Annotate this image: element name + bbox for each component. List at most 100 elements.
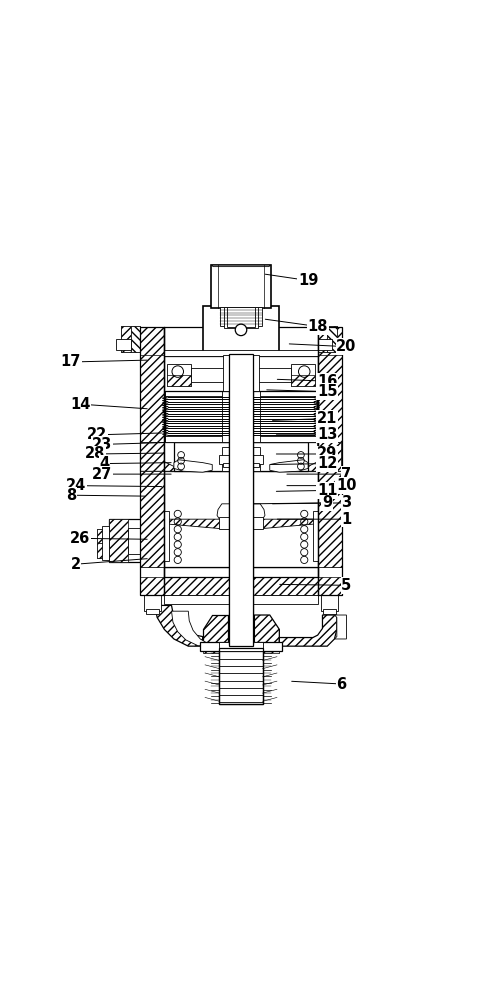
Bar bbox=[164, 327, 318, 356]
Bar bbox=[219, 455, 263, 464]
Text: 14: 14 bbox=[70, 397, 91, 412]
Bar bbox=[229, 504, 253, 528]
Bar bbox=[318, 471, 342, 567]
Bar bbox=[228, 615, 254, 646]
Text: 8: 8 bbox=[66, 488, 76, 503]
Text: 11: 11 bbox=[317, 483, 337, 498]
Text: 26: 26 bbox=[70, 531, 91, 546]
Text: 22: 22 bbox=[87, 427, 107, 442]
Polygon shape bbox=[155, 605, 202, 646]
Text: 24: 24 bbox=[66, 478, 86, 493]
Bar bbox=[291, 375, 315, 386]
Bar bbox=[318, 326, 337, 352]
Bar bbox=[164, 355, 318, 391]
Polygon shape bbox=[254, 615, 280, 646]
Bar bbox=[202, 644, 280, 653]
Text: 5: 5 bbox=[341, 578, 351, 593]
Bar bbox=[144, 595, 161, 611]
Text: 6: 6 bbox=[336, 677, 347, 692]
Bar bbox=[219, 642, 263, 651]
Bar bbox=[318, 327, 342, 595]
Text: 4: 4 bbox=[99, 456, 109, 471]
Text: 1: 1 bbox=[341, 512, 351, 527]
Text: 23: 23 bbox=[92, 437, 112, 452]
Bar bbox=[323, 609, 336, 614]
Bar bbox=[97, 529, 109, 558]
Bar bbox=[318, 339, 332, 350]
Bar bbox=[164, 595, 318, 604]
Text: 15: 15 bbox=[317, 384, 337, 399]
Bar bbox=[223, 463, 259, 467]
Bar bbox=[140, 390, 164, 442]
Bar bbox=[121, 326, 140, 352]
Text: 16: 16 bbox=[317, 374, 337, 389]
Bar bbox=[229, 361, 253, 644]
Text: 7: 7 bbox=[341, 467, 351, 482]
Bar bbox=[109, 519, 128, 562]
Bar bbox=[164, 471, 318, 567]
Bar bbox=[219, 648, 263, 704]
Bar bbox=[223, 355, 259, 391]
Bar bbox=[140, 327, 164, 595]
Bar bbox=[140, 471, 164, 567]
Text: 12: 12 bbox=[317, 456, 337, 471]
Bar bbox=[97, 529, 109, 543]
Polygon shape bbox=[217, 504, 229, 528]
Bar bbox=[121, 326, 131, 352]
Bar bbox=[102, 526, 109, 560]
Bar bbox=[219, 648, 263, 704]
Polygon shape bbox=[335, 615, 347, 639]
Polygon shape bbox=[167, 519, 222, 529]
Bar bbox=[131, 326, 140, 352]
Bar bbox=[174, 442, 308, 471]
Bar bbox=[318, 326, 327, 352]
Text: 27: 27 bbox=[92, 467, 112, 482]
Circle shape bbox=[235, 324, 247, 336]
Text: 9: 9 bbox=[322, 495, 332, 510]
Polygon shape bbox=[172, 611, 228, 646]
Bar bbox=[327, 326, 337, 352]
Text: 10: 10 bbox=[336, 478, 357, 493]
Bar bbox=[222, 447, 260, 471]
Bar bbox=[164, 511, 169, 561]
Text: 20: 20 bbox=[336, 339, 357, 354]
Text: 29: 29 bbox=[317, 446, 337, 461]
Bar bbox=[165, 436, 317, 442]
Bar bbox=[219, 629, 263, 646]
Bar bbox=[146, 609, 159, 614]
Bar bbox=[128, 528, 145, 554]
Bar bbox=[145, 519, 164, 562]
Bar bbox=[222, 390, 260, 442]
Polygon shape bbox=[211, 265, 271, 267]
Bar bbox=[246, 368, 291, 382]
Text: 21: 21 bbox=[317, 411, 337, 426]
Bar bbox=[321, 595, 338, 611]
Bar bbox=[97, 543, 109, 558]
Bar bbox=[140, 355, 164, 391]
Bar bbox=[202, 306, 280, 356]
Bar bbox=[220, 307, 262, 326]
Text: 13: 13 bbox=[317, 427, 337, 442]
Bar bbox=[318, 390, 342, 442]
Bar bbox=[140, 327, 164, 356]
Bar bbox=[200, 642, 282, 651]
Bar bbox=[219, 629, 263, 646]
Bar bbox=[291, 364, 315, 386]
Bar bbox=[223, 448, 259, 470]
Text: 3: 3 bbox=[341, 495, 351, 510]
Polygon shape bbox=[202, 615, 228, 646]
Bar bbox=[164, 567, 318, 577]
Bar bbox=[211, 265, 271, 308]
Bar bbox=[116, 339, 131, 350]
Polygon shape bbox=[270, 460, 308, 472]
Bar bbox=[219, 644, 263, 704]
Polygon shape bbox=[174, 460, 212, 472]
Bar bbox=[165, 390, 317, 442]
Polygon shape bbox=[280, 615, 337, 646]
Polygon shape bbox=[260, 519, 315, 529]
Polygon shape bbox=[298, 442, 342, 471]
Bar bbox=[167, 364, 191, 386]
Bar bbox=[109, 519, 164, 562]
Bar bbox=[167, 375, 191, 386]
Bar bbox=[140, 355, 164, 442]
